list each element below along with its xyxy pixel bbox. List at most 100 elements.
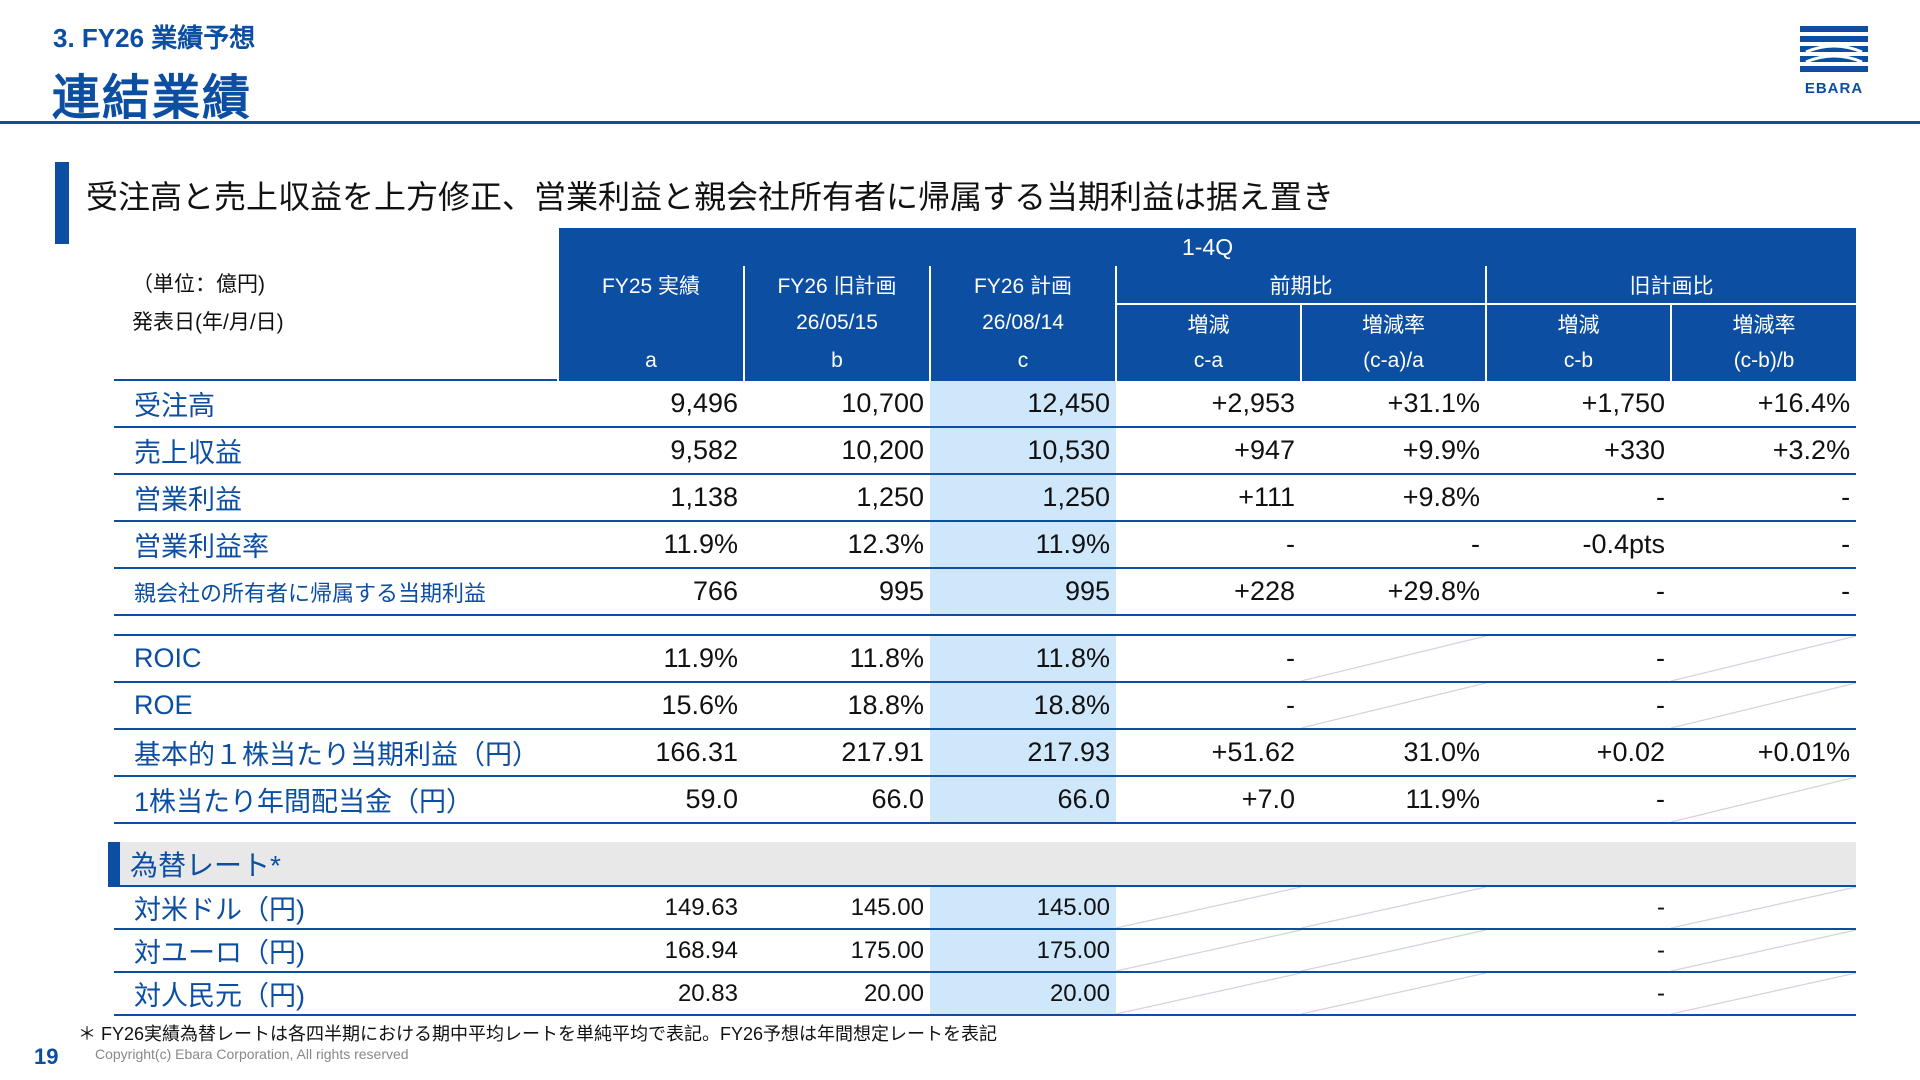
fx-title: 為替レート* bbox=[108, 842, 558, 887]
cell-c: 12,450 bbox=[930, 381, 1116, 428]
table-row: 営業利益 1,138 1,250 1,250 +111 +9.8% - - bbox=[114, 474, 1857, 522]
cell-b: 11.8% bbox=[744, 635, 930, 683]
cell-a: 168.94 bbox=[558, 929, 744, 973]
cell-cb: +330 bbox=[1486, 427, 1671, 475]
cell-c: 10,530 bbox=[930, 427, 1116, 475]
row-label: 営業利益 bbox=[114, 474, 558, 522]
cell-car: +9.8% bbox=[1301, 474, 1486, 522]
cell-ca: +228 bbox=[1116, 568, 1301, 616]
cell-cb: - bbox=[1486, 776, 1671, 824]
cell-car: - bbox=[1301, 521, 1486, 569]
table-row: 対人民元（円) 20.83 20.00 20.00 - bbox=[114, 972, 1857, 1016]
col-vsplan-rate-code: (c-b)/b bbox=[1669, 342, 1857, 380]
col-fy25-date bbox=[557, 304, 744, 342]
vsplan-group-header: 旧計画比 bbox=[1484, 266, 1857, 305]
row-label: 売上収益 bbox=[114, 427, 558, 475]
cell-a: 11.9% bbox=[558, 635, 744, 683]
cell-ca: +2,953 bbox=[1116, 381, 1301, 428]
cell-car: 11.9% bbox=[1301, 776, 1486, 824]
cell-b: 20.00 bbox=[744, 972, 930, 1016]
fx-header-row: 為替レート* bbox=[108, 842, 1857, 887]
col-vsplan-diff: 増減 bbox=[1485, 304, 1671, 342]
cell-cb: - bbox=[1486, 635, 1671, 683]
cell-cb: - bbox=[1486, 474, 1671, 522]
row-label: ROE bbox=[114, 682, 558, 730]
cell-a: 1,138 bbox=[558, 474, 744, 522]
cell-c: 11.8% bbox=[930, 635, 1116, 683]
cell-car-empty bbox=[1301, 972, 1486, 1016]
cell-c: 175.00 bbox=[930, 929, 1116, 973]
cell-b: 217.91 bbox=[744, 729, 930, 777]
table-row: 1株当たり年間配当金（円） 59.0 66.0 66.0 +7.0 11.9% … bbox=[114, 776, 1857, 824]
cell-cb: - bbox=[1486, 929, 1671, 973]
title-rule bbox=[0, 121, 1920, 124]
date-label: 発表日(年/月/日) bbox=[132, 311, 284, 334]
cell-ca: - bbox=[1116, 682, 1301, 730]
row-label: 1株当たり年間配当金（円） bbox=[114, 776, 558, 824]
page-title: 連結業績 bbox=[52, 72, 253, 125]
cell-a: 59.0 bbox=[558, 776, 744, 824]
cell-car-empty bbox=[1301, 886, 1486, 930]
cell-cbr-empty bbox=[1671, 635, 1857, 683]
cell-b: 12.3% bbox=[744, 521, 930, 569]
cell-cbr-empty bbox=[1671, 682, 1857, 730]
table-row: 親会社の所有者に帰属する当期利益 766 995 995 +228 +29.8%… bbox=[114, 568, 1857, 616]
cell-car: 31.0% bbox=[1301, 729, 1486, 777]
cell-cbr: +16.4% bbox=[1671, 381, 1857, 428]
cell-cbr-empty bbox=[1671, 776, 1857, 824]
col-fy26-date: 26/08/14 bbox=[929, 304, 1116, 342]
col-fy25-code: a bbox=[557, 342, 744, 380]
cell-ca: - bbox=[1116, 521, 1301, 569]
cell-b: 18.8% bbox=[744, 682, 930, 730]
table-row: 対米ドル（円) 149.63 145.00 145.00 - bbox=[114, 886, 1857, 930]
logo-text: EBARA bbox=[1804, 80, 1864, 97]
cell-cb: - bbox=[1486, 972, 1671, 1016]
cell-a: 20.83 bbox=[558, 972, 744, 1016]
cell-b: 995 bbox=[744, 568, 930, 616]
page-number: 19 bbox=[34, 1044, 59, 1069]
cell-cbr: +3.2% bbox=[1671, 427, 1857, 475]
cell-c: 145.00 bbox=[930, 886, 1116, 930]
table-row: ROIC 11.9% 11.8% 11.8% - - bbox=[114, 635, 1857, 683]
cell-car-empty bbox=[1301, 929, 1486, 973]
cell-ca-empty bbox=[1116, 929, 1301, 973]
cell-car: +31.1% bbox=[1301, 381, 1486, 428]
cell-a: 766 bbox=[558, 568, 744, 616]
col-fy26-code: c bbox=[929, 342, 1116, 380]
cell-ca: - bbox=[1116, 635, 1301, 683]
col-vsplan-rate: 増減率 bbox=[1669, 304, 1857, 342]
cell-a: 11.9% bbox=[558, 521, 744, 569]
footnote: ＊ FY26実績為替レートは各四半期における期中平均レートを単純平均で表記。FY… bbox=[78, 1024, 998, 1044]
table-row: 基本的１株当たり当期利益（円） 166.31 217.91 217.93 +51… bbox=[114, 729, 1857, 777]
cell-ca-empty bbox=[1116, 886, 1301, 930]
cell-cbr-empty bbox=[1671, 886, 1857, 930]
cell-cbr: - bbox=[1671, 568, 1857, 616]
col-fy25-name: FY25 実績 bbox=[557, 266, 744, 304]
cell-car-empty bbox=[1301, 635, 1486, 683]
col-yoy-diff: 増減 bbox=[1115, 304, 1301, 342]
row-label: 対人民元（円) bbox=[114, 972, 558, 1016]
cell-c: 1,250 bbox=[930, 474, 1116, 522]
row-label: 対米ドル（円) bbox=[114, 886, 558, 930]
headline: 受注高と売上収益を上方修正、営業利益と親会社所有者に帰属する当期利益は据え置き bbox=[86, 179, 1335, 215]
row-label: 営業利益率 bbox=[114, 521, 558, 569]
period-header: 1-4Q bbox=[556, 228, 1857, 266]
cell-a: 149.63 bbox=[558, 886, 744, 930]
cell-b: 175.00 bbox=[744, 929, 930, 973]
cell-b: 10,200 bbox=[744, 427, 930, 475]
col-fy26-old-code: b bbox=[743, 342, 930, 380]
col-yoy-rate: 増減率 bbox=[1300, 304, 1486, 342]
cell-a: 9,582 bbox=[558, 427, 744, 475]
cell-cbr-empty bbox=[1671, 929, 1857, 973]
cell-c: 995 bbox=[930, 568, 1116, 616]
cell-b: 1,250 bbox=[744, 474, 930, 522]
cell-cb: - bbox=[1486, 568, 1671, 616]
row-label: 基本的１株当たり当期利益（円） bbox=[114, 729, 558, 777]
cell-b: 10,700 bbox=[744, 381, 930, 428]
yoy-group-header: 前期比 bbox=[1115, 266, 1486, 305]
copyright: Copyright(c) Ebara Corporation, All righ… bbox=[95, 1046, 409, 1062]
cell-cb: +0.02 bbox=[1486, 729, 1671, 777]
cell-car: +9.9% bbox=[1301, 427, 1486, 475]
row-label: 対ユーロ（円) bbox=[114, 929, 558, 973]
section-label: 3. FY26 業績予想 bbox=[53, 23, 256, 53]
